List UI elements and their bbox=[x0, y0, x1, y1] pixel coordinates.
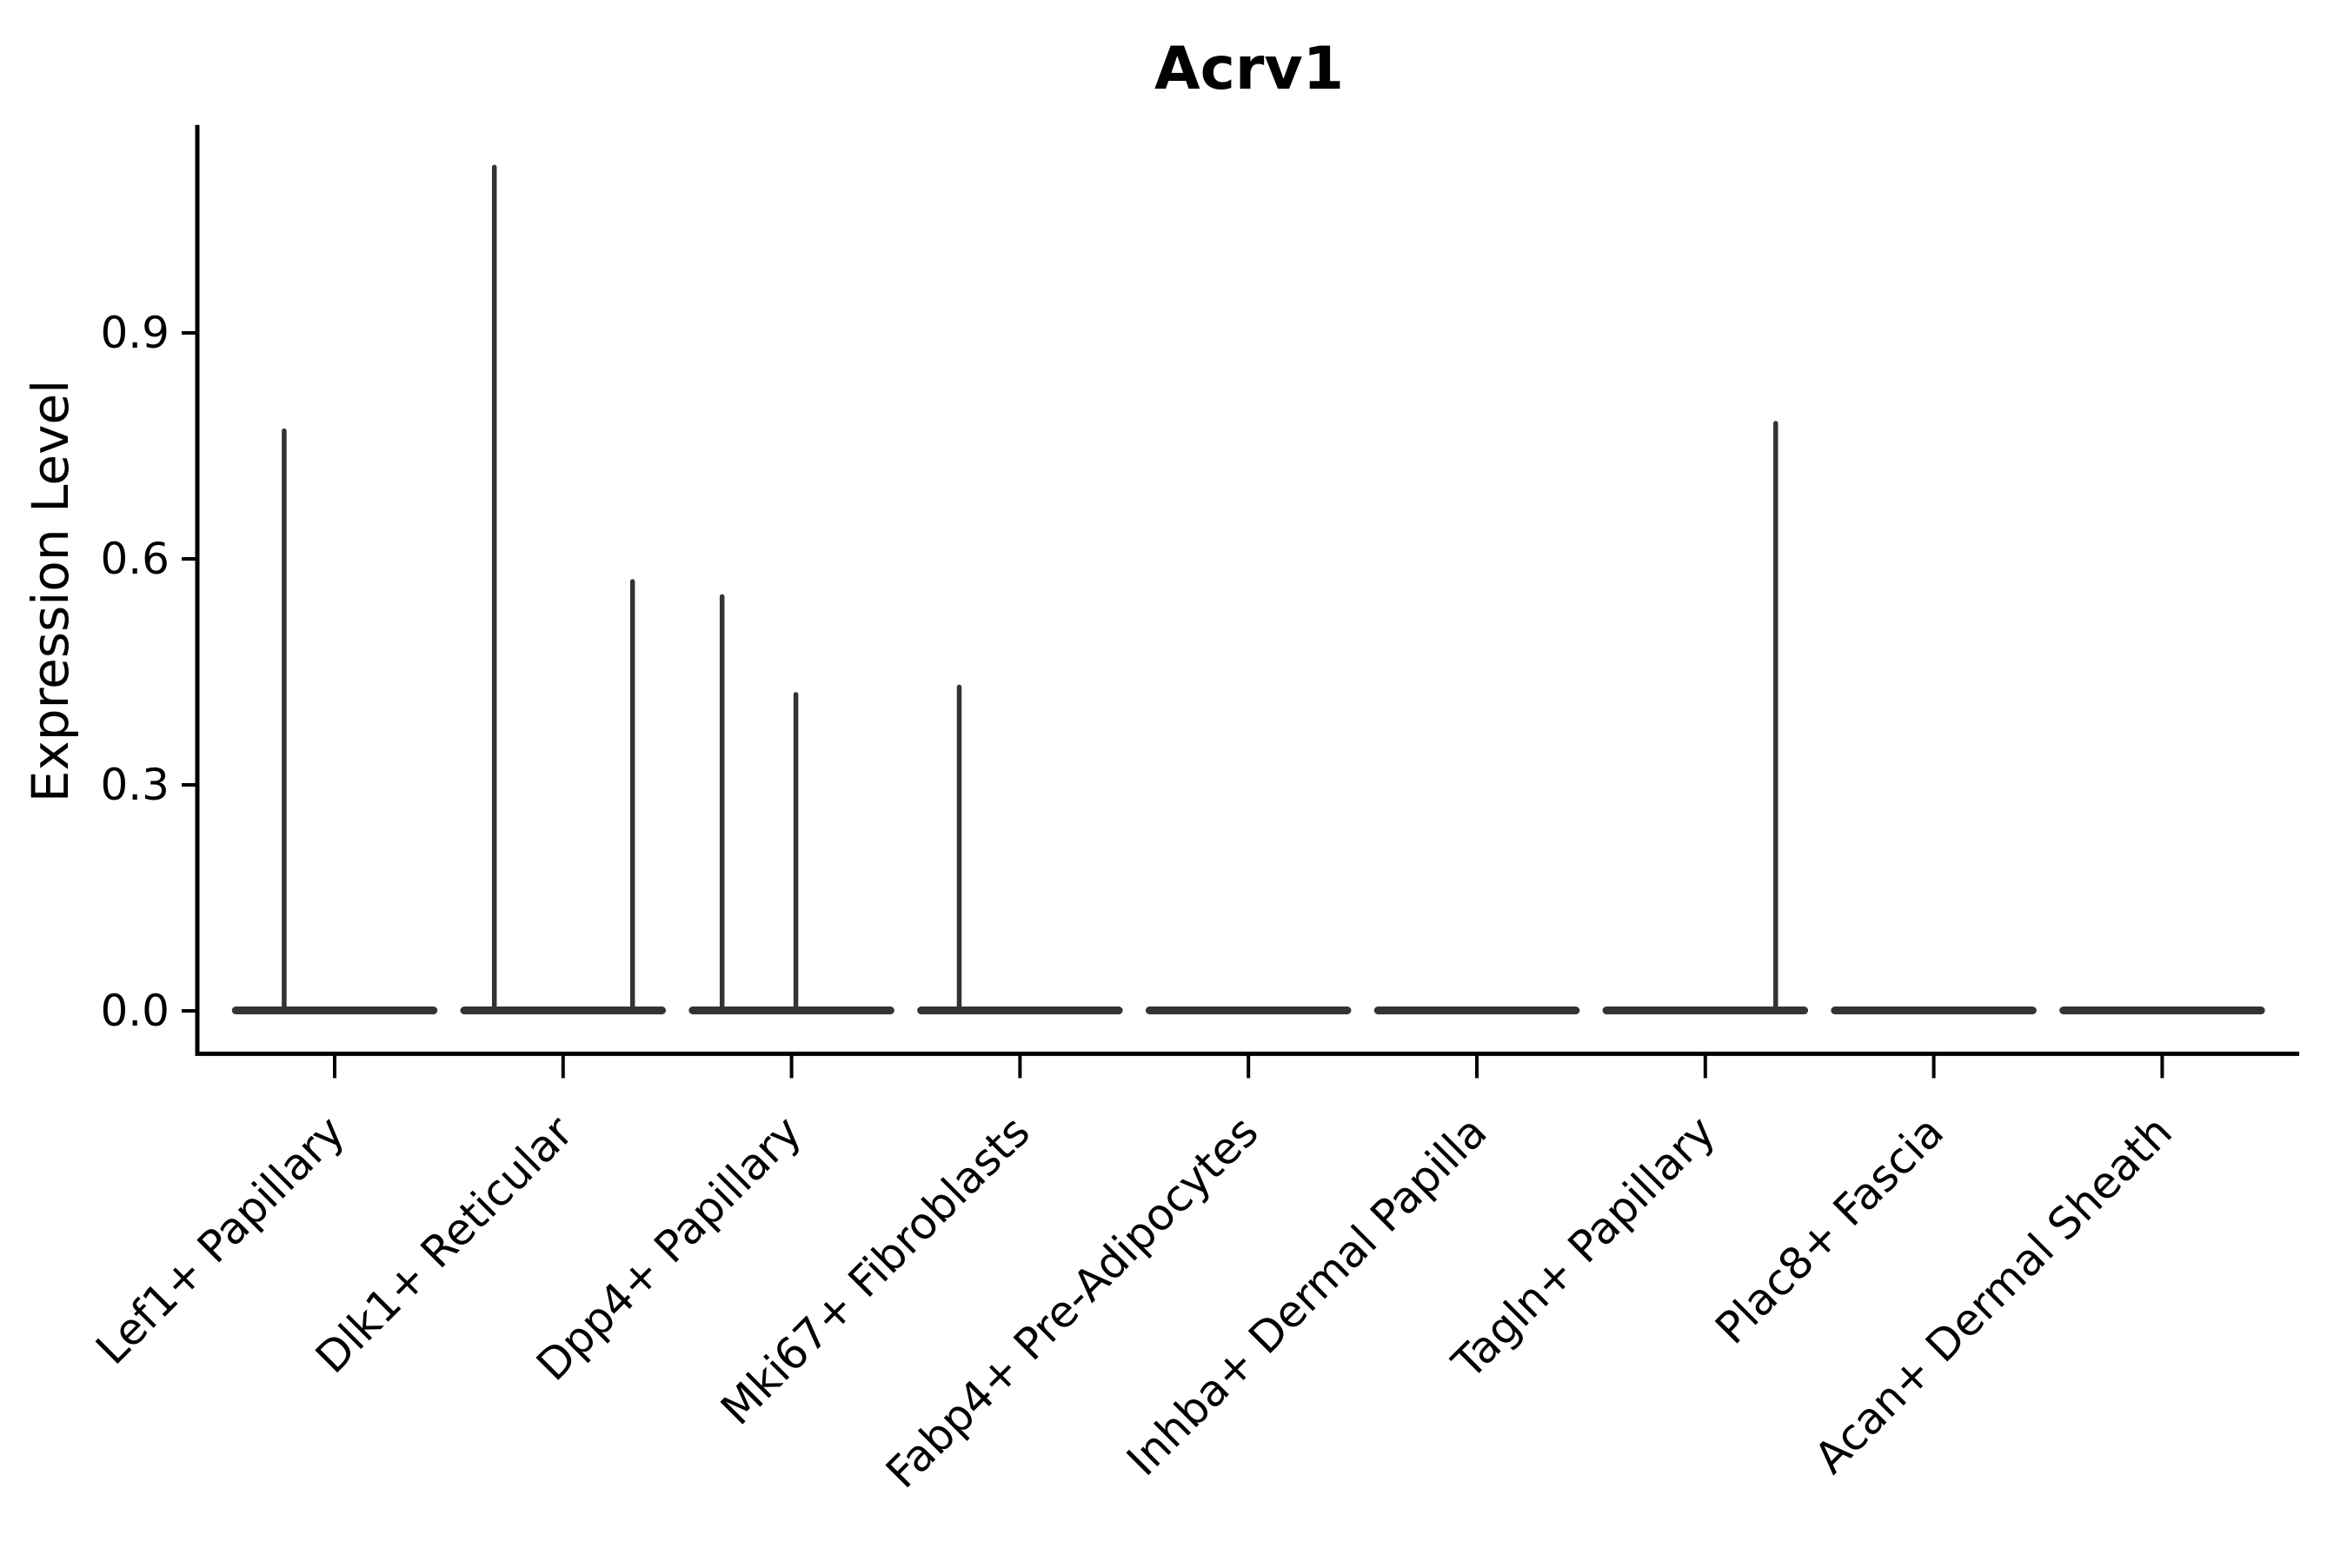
y-tick-label: 0.9 bbox=[100, 308, 170, 358]
x-tick-label: Lef1+ Papillary bbox=[86, 1106, 354, 1374]
violin-zero-density bbox=[688, 1007, 894, 1014]
x-tick-label: Fabp4+ Pre-Adipocytes bbox=[876, 1106, 1268, 1498]
x-tick-label: Inhba+ Dermal Papilla bbox=[1117, 1106, 1496, 1485]
chart-title: Acrv1 bbox=[1154, 35, 1344, 103]
violin-zero-density bbox=[231, 1007, 438, 1014]
violin-zero-density bbox=[917, 1007, 1123, 1014]
violin-3 bbox=[688, 594, 894, 1014]
violin-6 bbox=[1373, 1007, 1580, 1014]
axis-spines bbox=[195, 124, 2300, 1056]
violin-zero-density bbox=[1602, 1007, 1809, 1014]
violin-zero-density bbox=[460, 1007, 667, 1014]
y-tick-label: 0.6 bbox=[100, 534, 170, 584]
violin-5 bbox=[1145, 1007, 1352, 1014]
violin-4 bbox=[917, 684, 1123, 1014]
violin-zero-density bbox=[1373, 1007, 1580, 1014]
axes-layer bbox=[195, 124, 2300, 1056]
violin-zero-density bbox=[1145, 1007, 1352, 1014]
violin-9 bbox=[2059, 1007, 2265, 1014]
y-tick-label: 0.0 bbox=[100, 986, 170, 1036]
x-tick-label: Plac8+ Fascia bbox=[1705, 1106, 1953, 1354]
violin-zero-density bbox=[1831, 1007, 2037, 1014]
violin-8 bbox=[1831, 1007, 2037, 1014]
violin-zero-density bbox=[2059, 1007, 2265, 1014]
violin-2 bbox=[460, 164, 667, 1014]
violin-1 bbox=[231, 428, 438, 1014]
y-tick-label: 0.3 bbox=[100, 760, 170, 810]
violin-7 bbox=[1602, 421, 1809, 1014]
y-axis-title: Expression Level bbox=[21, 380, 80, 802]
violins-layer bbox=[231, 164, 2265, 1014]
